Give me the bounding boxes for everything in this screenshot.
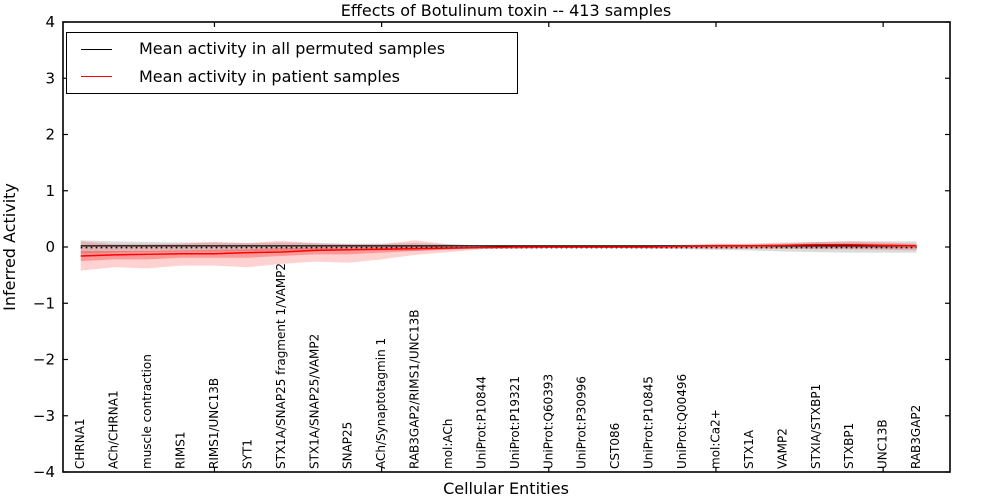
legend-line-swatch-permuted bbox=[81, 48, 112, 50]
x-axis-label: Cellular Entities bbox=[443, 479, 569, 498]
legend-item-patient: Mean activity in patient samples bbox=[67, 64, 517, 90]
x-category-label: RIMS1 bbox=[174, 432, 188, 469]
y-tick-label: −2 bbox=[33, 351, 55, 369]
x-category-label: SYT1 bbox=[240, 439, 254, 469]
x-category-label: UniProt:Q00496 bbox=[675, 374, 689, 469]
x-category-label: UniProt:P30996 bbox=[575, 376, 589, 469]
x-category-label: VAMP2 bbox=[775, 428, 789, 469]
legend: Mean activity in all permuted samples Me… bbox=[66, 32, 518, 94]
legend-label-patient: Mean activity in patient samples bbox=[139, 66, 400, 86]
y-tick-label: −4 bbox=[33, 463, 55, 481]
chart-title: Effects of Botulinum toxin -- 413 sample… bbox=[341, 1, 671, 20]
patient-mean-line bbox=[80, 244, 917, 257]
y-tick-label: −3 bbox=[33, 407, 55, 425]
patient-samples-band-inner bbox=[80, 243, 917, 262]
x-category-label: UNC13B bbox=[876, 419, 890, 469]
x-category-label: ACh/Synaptotagmin 1 bbox=[374, 338, 388, 469]
y-tick-label: 1 bbox=[45, 182, 55, 200]
x-category-label: UniProt:P19321 bbox=[508, 376, 522, 469]
x-category-label: mol:ACh bbox=[441, 419, 455, 469]
axis-ticks bbox=[63, 21, 950, 473]
patient-samples-band-outer bbox=[80, 240, 917, 271]
x-category-label: RAB3GAP2 bbox=[909, 405, 923, 469]
x-category-label: STX1A/SNAP25 fragment 1/VAMP2 bbox=[274, 263, 288, 469]
x-category-label: CHRNA1 bbox=[73, 418, 87, 469]
x-category-label: muscle contraction bbox=[140, 354, 154, 469]
legend-line-swatch-patient bbox=[81, 76, 112, 78]
y-tick-label: 3 bbox=[45, 69, 55, 87]
x-category-label: mol:Ca2+ bbox=[708, 409, 722, 469]
x-category-label: UniProt:P10844 bbox=[474, 376, 488, 469]
y-tick-label: 4 bbox=[45, 13, 55, 31]
x-category-label: UniProt:P10845 bbox=[642, 376, 656, 469]
legend-item-permuted: Mean activity in all permuted samples bbox=[67, 36, 517, 62]
x-category-label: STXIA/STXBP1 bbox=[809, 384, 823, 469]
x-category-label: STX1A bbox=[742, 429, 756, 469]
y-tick-label: 2 bbox=[45, 126, 55, 144]
y-tick-label: 0 bbox=[45, 238, 55, 256]
x-category-label: CST086 bbox=[608, 423, 622, 469]
x-category-label: STX1A/SNAP25/VAMP2 bbox=[307, 334, 321, 469]
x-category-label: RAB3GAP2/RIMS1/UNC13B bbox=[408, 309, 422, 469]
x-category-label: RIMS1/UNC13B bbox=[207, 378, 221, 469]
x-category-labels: CHRNA1 ACh/CHRNA1 muscle contraction RIMS1 R… bbox=[73, 263, 923, 469]
x-category-label: ACh/CHRNA1 bbox=[107, 390, 121, 469]
x-category-label: SNAP25 bbox=[341, 422, 355, 469]
legend-label-permuted: Mean activity in all permuted samples bbox=[139, 39, 446, 59]
x-category-label: STXBP1 bbox=[842, 423, 856, 469]
x-category-label: UniProt:Q60393 bbox=[541, 374, 555, 469]
y-tick-label: −1 bbox=[33, 294, 55, 312]
series-lines bbox=[80, 244, 917, 257]
y-axis-label: Inferred Activity bbox=[0, 183, 19, 311]
y-tick-labels: 4 3 2 1 0 −1 −2 −3 −4 bbox=[33, 13, 55, 481]
